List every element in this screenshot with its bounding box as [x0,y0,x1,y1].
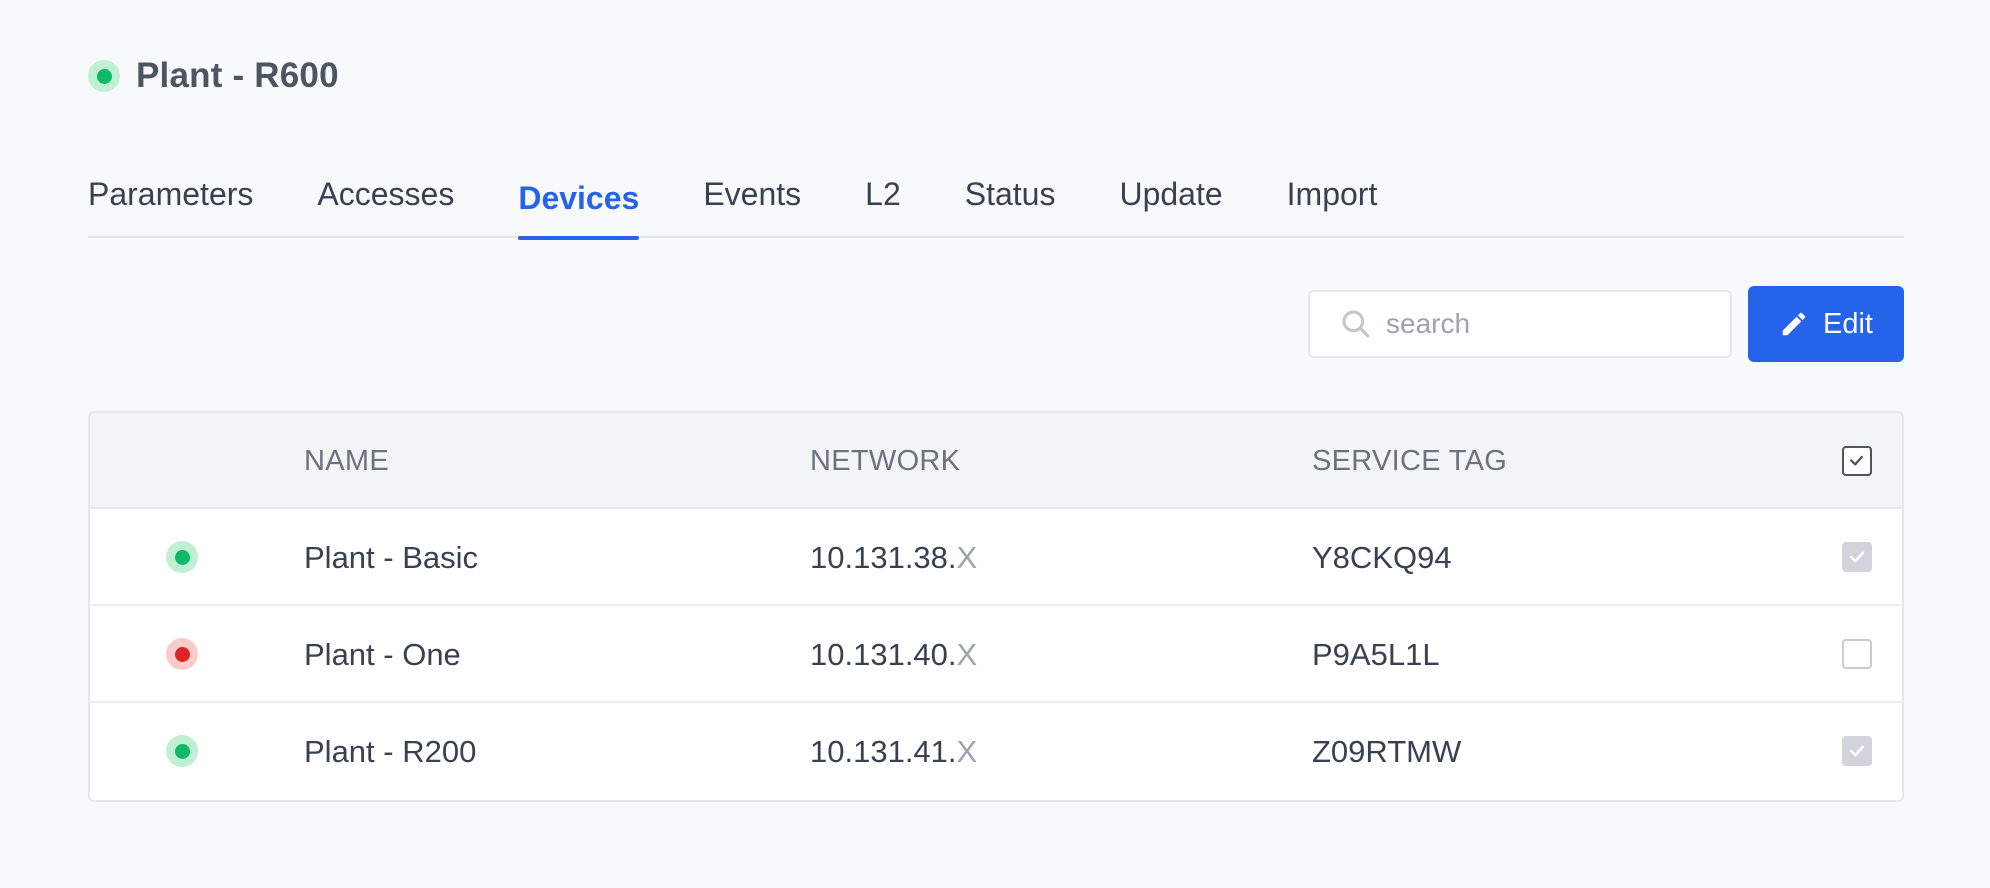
table-row[interactable]: Plant - One 10.131.40.X P9A5L1L [90,606,1902,703]
tab-bar: Parameters Accesses Devices Events L2 St… [88,168,1904,240]
edit-button[interactable]: Edit [1748,286,1904,362]
network-suffix: X [956,734,978,769]
page-title: Plant - R600 [136,56,339,95]
tab-import[interactable]: Import [1286,176,1378,212]
checkmark-icon [1850,455,1863,466]
tab-l2[interactable]: L2 [865,176,901,212]
row-checkbox[interactable] [1842,542,1872,572]
device-name: Plant - One [304,637,461,672]
status-dot-online [166,735,198,767]
column-header-network[interactable]: NETWORK [810,445,961,477]
search-input[interactable] [1386,308,1706,340]
network-suffix: X [956,637,978,672]
device-network: 10.131.41.X [810,703,977,800]
row-checkbox[interactable] [1842,639,1872,669]
device-service-tag: P9A5L1L [1312,637,1440,672]
edit-button-label: Edit [1823,307,1873,340]
checkmark-icon [1849,551,1865,563]
pencil-icon [1782,312,1806,336]
status-dot-offline [166,638,198,670]
status-indicator [88,60,120,92]
tab-status[interactable]: Status [964,176,1056,212]
select-all-checkbox[interactable] [1842,446,1872,476]
device-network: 10.131.38.X [810,509,977,606]
network-suffix: X [956,540,978,575]
device-name: Plant - R200 [304,734,477,769]
device-network: 10.131.40.X [810,606,977,703]
row-checkbox[interactable] [1842,736,1872,766]
table-header: NAME NETWORK SERVICE TAG [90,413,1902,509]
tab-events[interactable]: Events [703,176,802,212]
network-prefix: 10.131.41. [810,734,957,769]
tab-parameters[interactable]: Parameters [88,176,254,212]
column-header-service-tag[interactable]: SERVICE TAG [1312,445,1508,477]
tab-devices[interactable]: Devices [518,168,639,240]
device-service-tag: Y8CKQ94 [1312,540,1452,575]
search-icon [1342,310,1370,338]
search-box[interactable] [1308,290,1732,358]
tab-update[interactable]: Update [1119,176,1223,212]
tab-accesses[interactable]: Accesses [317,176,455,212]
table-row[interactable]: Plant - R200 10.131.41.X Z09RTMW [90,703,1902,800]
page-header: Plant - R600 [88,56,339,96]
network-prefix: 10.131.40. [810,637,957,672]
column-header-name[interactable]: NAME [304,445,389,477]
checkmark-icon [1849,745,1865,757]
device-name: Plant - Basic [304,540,479,575]
devices-table: NAME NETWORK SERVICE TAG Plant - Basic 1… [88,411,1904,802]
device-service-tag: Z09RTMW [1312,734,1462,769]
table-row[interactable]: Plant - Basic 10.131.38.X Y8CKQ94 [90,509,1902,606]
status-dot-online [166,541,198,573]
network-prefix: 10.131.38. [810,540,957,575]
